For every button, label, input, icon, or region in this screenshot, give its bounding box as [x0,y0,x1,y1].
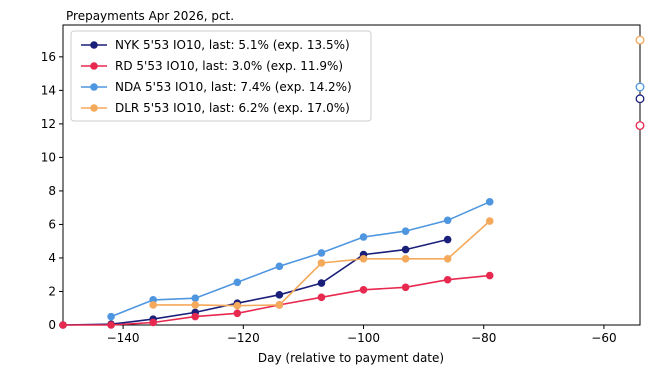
data-point [443,216,452,225]
expected-marker [635,121,645,131]
data-point [233,309,242,318]
data-point [317,259,326,267]
data-point [443,235,452,244]
y-tick-label: 10 [41,150,56,164]
legend-box [70,30,372,122]
y-tick-label: 14 [41,83,56,97]
data-point [59,321,67,329]
data-point [485,217,494,225]
data-point [317,279,326,287]
expected-marker [635,82,645,92]
y-tick-label: 16 [41,50,56,64]
data-point [191,301,200,309]
x-tick-label: −80 [471,331,496,345]
legend-marker [90,83,98,91]
data-point [359,254,368,263]
expected-marker [635,94,645,104]
y-tick-label: 12 [41,117,56,131]
x-tick-label: −60 [591,331,616,345]
x-axis-label: Day (relative to payment date) [258,351,444,365]
data-point [149,301,157,309]
y-tick-label: 0 [48,318,56,332]
data-point [443,275,452,284]
data-point [485,198,494,206]
series-layer [59,198,494,329]
legend-label: NDA 5'53 IO10, last: 7.4% (exp. 14.2%) [115,80,352,94]
series-2 [107,198,494,321]
legend-label: RD 5'53 IO10, last: 3.0% (exp. 11.9%) [115,59,343,73]
expected-marker [635,35,645,45]
data-point [149,318,157,327]
series-line [62,238,448,326]
data-point [359,286,368,294]
data-point [317,293,326,302]
data-point [191,312,200,321]
data-point [233,278,242,287]
data-point [107,321,115,329]
plot-area-frame [62,24,641,326]
x-tick-label: −100 [347,331,380,345]
legend-label: DLR 5'53 IO10, last: 6.2% (exp. 17.0%) [115,101,350,115]
series-line [63,274,490,326]
x-tick-label: −120 [227,331,260,345]
data-point [275,262,284,271]
data-point [443,254,452,263]
legend-label: NYK 5'53 IO10, last: 5.1% (exp. 13.5%) [115,38,350,52]
legend-marker [90,62,98,70]
legend-marker [90,41,98,49]
y-tick-label: 4 [48,251,56,265]
data-point [317,249,326,257]
series-3 [149,217,494,310]
data-point [401,283,410,292]
series-line [110,201,491,318]
axis-ticks: −140 −120 −100 −80 −60 0 2 4 6 8 10 12 14 16 [41,50,617,345]
expected-markers [635,35,645,131]
series-1 [59,271,494,329]
chart-title: Prepayments Apr 2026, pct. [66,9,234,23]
y-tick-label: 2 [48,284,56,298]
data-point [275,301,284,309]
data-point [401,254,410,263]
data-point [233,301,242,310]
x-tick-label: −140 [107,331,140,345]
data-point [359,233,368,241]
data-point [485,271,494,280]
data-point [107,312,115,321]
series-0 [59,235,452,329]
data-point [275,291,284,299]
legend: NYK 5'53 IO10, last: 5.1% (exp. 13.5%) RD… [70,30,372,122]
data-point [401,245,410,254]
y-tick-label: 8 [48,184,56,198]
data-point [401,227,410,235]
y-tick-label: 6 [48,217,56,231]
legend-marker [90,104,98,112]
data-point [191,294,200,302]
